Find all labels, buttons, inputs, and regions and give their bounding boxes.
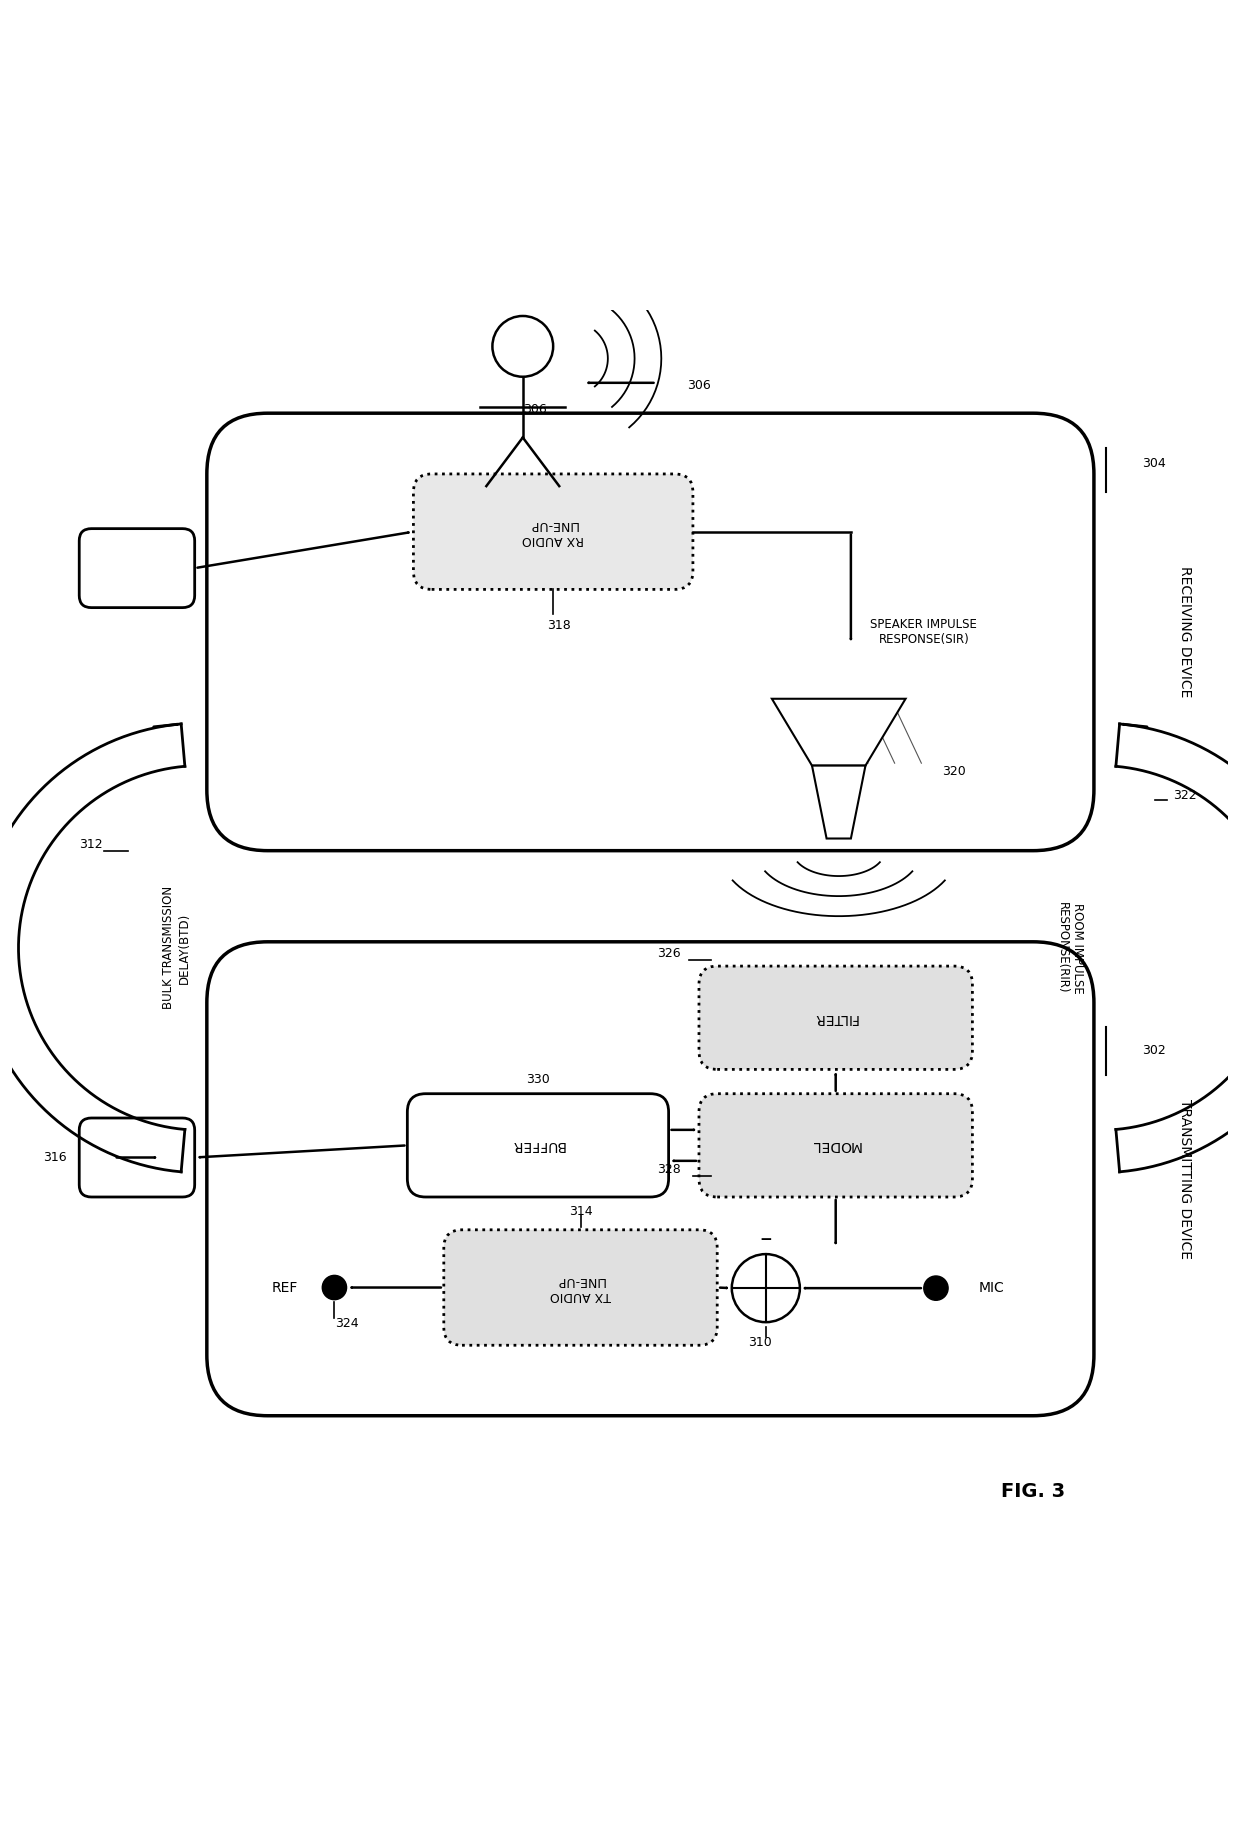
- Text: 330: 330: [526, 1073, 549, 1086]
- Polygon shape: [771, 699, 905, 765]
- FancyBboxPatch shape: [79, 1118, 195, 1196]
- Text: 306: 306: [687, 378, 711, 391]
- Text: 312: 312: [79, 839, 103, 851]
- FancyBboxPatch shape: [407, 1094, 668, 1196]
- Text: ROOM IMPULSE
RESPONSE(RIR): ROOM IMPULSE RESPONSE(RIR): [1055, 903, 1084, 993]
- FancyBboxPatch shape: [699, 1094, 972, 1196]
- Text: 316: 316: [43, 1151, 67, 1163]
- FancyBboxPatch shape: [207, 941, 1094, 1417]
- FancyBboxPatch shape: [207, 413, 1094, 851]
- Text: RX AUDIO
LINE-UP: RX AUDIO LINE-UP: [522, 517, 584, 545]
- FancyBboxPatch shape: [444, 1229, 717, 1345]
- Text: SPEAKER IMPULSE
RESPONSE(SIR): SPEAKER IMPULSE RESPONSE(SIR): [870, 618, 977, 646]
- Text: 318: 318: [547, 620, 572, 633]
- Text: TX AUDIO
LINE-UP: TX AUDIO LINE-UP: [551, 1273, 611, 1301]
- Text: 302: 302: [1142, 1044, 1167, 1057]
- Text: 320: 320: [942, 765, 966, 778]
- Text: BUFFER: BUFFER: [511, 1138, 565, 1152]
- FancyBboxPatch shape: [79, 528, 195, 607]
- Text: REF: REF: [272, 1281, 298, 1294]
- Text: 314: 314: [569, 1206, 593, 1218]
- Text: 306: 306: [523, 404, 547, 417]
- Text: TRANSMITTING DEVICE: TRANSMITTING DEVICE: [1178, 1099, 1192, 1259]
- Text: 328: 328: [657, 1163, 681, 1176]
- Text: 310: 310: [748, 1336, 771, 1349]
- FancyBboxPatch shape: [413, 473, 693, 589]
- Text: BULK TRANSMISSION
DELAY(BTD): BULK TRANSMISSION DELAY(BTD): [162, 886, 191, 1009]
- Text: MIC: MIC: [978, 1281, 1004, 1296]
- Polygon shape: [812, 765, 866, 839]
- Circle shape: [322, 1275, 346, 1299]
- Text: FILTER: FILTER: [813, 1011, 858, 1024]
- Text: 324: 324: [335, 1318, 358, 1330]
- Text: MODEL: MODEL: [811, 1138, 861, 1152]
- Text: FIG. 3: FIG. 3: [1001, 1481, 1065, 1501]
- FancyBboxPatch shape: [699, 965, 972, 1070]
- Text: −: −: [759, 1231, 773, 1248]
- Text: 322: 322: [1173, 789, 1197, 802]
- Circle shape: [924, 1275, 949, 1301]
- Text: RECEIVING DEVICE: RECEIVING DEVICE: [1178, 567, 1192, 697]
- Text: 326: 326: [657, 947, 681, 960]
- Text: 304: 304: [1142, 457, 1167, 470]
